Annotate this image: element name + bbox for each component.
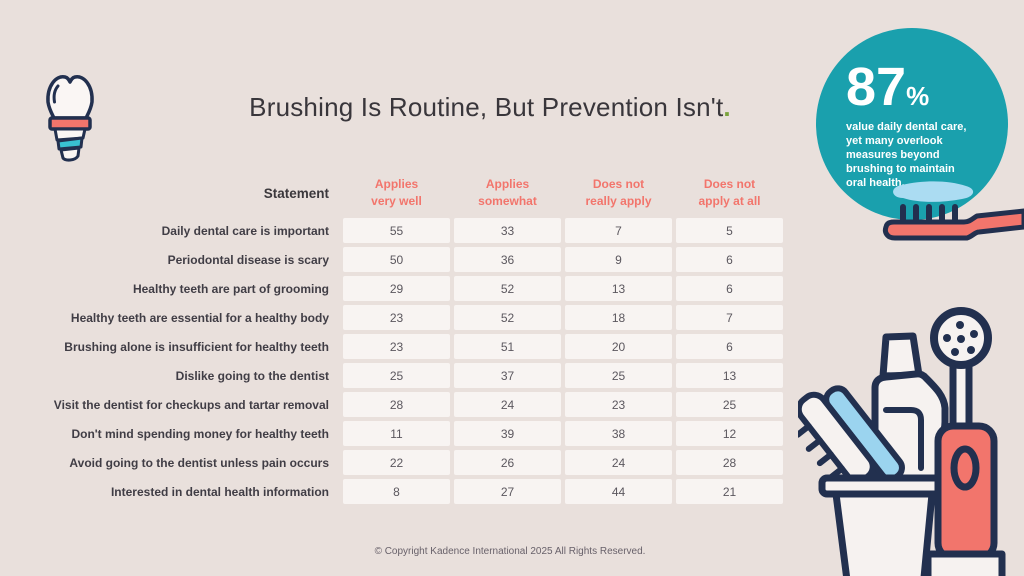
statement-label: Interested in dental health information [110,484,329,499]
value-cell: 33 [454,218,561,243]
value-cell: 12 [676,421,783,446]
statement-label: Don't mind spending money for healthy te… [71,426,329,441]
value-cell: 25 [565,363,672,388]
value-cell: 8 [343,479,450,504]
value-cell: 51 [454,334,561,359]
value-cell: 7 [565,218,672,243]
value-cell: 7 [676,305,783,330]
value-cell: 38 [565,421,672,446]
value-cell: 36 [454,247,561,272]
statement-label: Dislike going to the dentist [175,368,329,383]
statement-label: Periodontal disease is scary [167,252,329,267]
value-cell: 5 [676,218,783,243]
tooth-implant-icon [46,75,94,162]
value-cell: 27 [454,479,561,504]
column-header-applies-very-well: Applies very well [371,177,422,208]
value-cell: 23 [565,392,672,417]
value-cell: 29 [343,276,450,301]
value-cell: 6 [676,276,783,301]
value-cell: 26 [454,450,561,475]
stat-description: value daily dental care, yet many overlo… [846,121,967,190]
value-cell: 20 [565,334,672,359]
value-cell: 25 [676,392,783,417]
electric-toothbrush-icon [924,307,1006,576]
statement-label: Brushing alone is insufficient for healt… [64,339,329,354]
page-title: Brushing Is Routine, But Prevention Isn'… [0,92,980,123]
column-header-does-not-really-apply: Does not really apply [585,177,652,208]
value-cell: 52 [454,305,561,330]
value-cell: 23 [343,334,450,359]
stat-number: 87 [846,57,907,117]
column-header-applies-somewhat: Applies somewhat [478,177,537,208]
value-cell: 55 [343,218,450,243]
value-cell: 24 [565,450,672,475]
value-cell: 44 [565,479,672,504]
value-cell: 28 [343,392,450,417]
value-cell: 52 [454,276,561,301]
column-header-does-not-apply-at-all: Does not apply at all [698,177,761,208]
statement-label: Visit the dentist for checkups and tarta… [53,397,329,412]
value-cell: 18 [565,305,672,330]
data-table: Statement Applies very well Applies some… [53,172,783,504]
statement-column-header: Statement [263,185,329,201]
value-cell: 23 [343,305,450,330]
value-cell: 37 [454,363,561,388]
value-cell: 50 [343,247,450,272]
value-cell: 6 [676,247,783,272]
stat-callout: 87 % value daily dental care, yet many o… [816,28,1008,220]
value-cell: 22 [343,450,450,475]
value-cell: 39 [454,421,561,446]
value-cell: 25 [343,363,450,388]
value-cell: 28 [676,450,783,475]
statement-label: Avoid going to the dentist unless pain o… [69,455,329,470]
statement-label: Healthy teeth are essential for a health… [70,310,329,325]
stat-value: 87 % [846,60,1008,114]
value-cell: 24 [454,392,561,417]
percent-sign: % [906,81,930,111]
value-cell: 11 [343,421,450,446]
copyright-text: © Copyright Kadence International 2025 A… [374,546,646,557]
value-cell: 21 [676,479,783,504]
dental-tools-illustration [798,307,1006,576]
value-cell: 13 [565,276,672,301]
toothbrush-with-paste-icon [882,181,1024,241]
value-cell: 9 [565,247,672,272]
value-cell: 6 [676,334,783,359]
statement-label: Daily dental care is important [161,223,329,238]
value-cell: 13 [676,363,783,388]
page-title-text: Brushing Is Routine, But Prevention Isn'… [249,92,724,122]
title-period: . [723,92,731,122]
statement-label: Healthy teeth are part of grooming [132,281,329,296]
